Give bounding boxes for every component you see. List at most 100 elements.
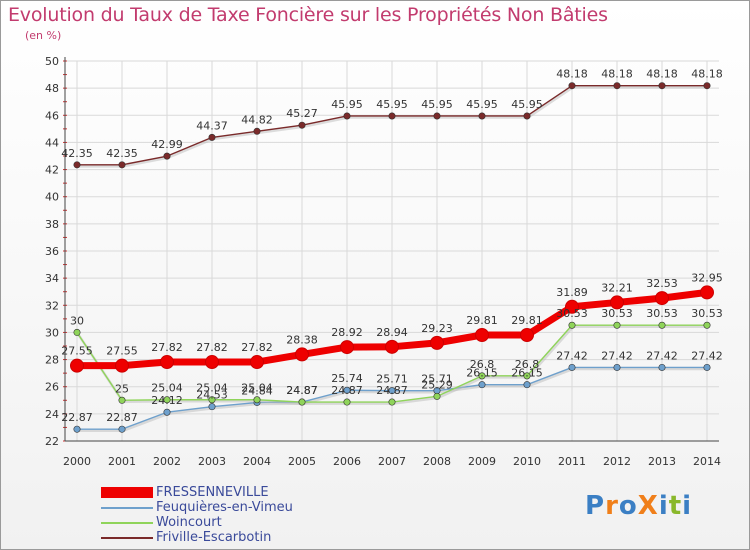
y-tick-label: 30 xyxy=(45,326,59,339)
legend-label: Feuquières-en-Vimeu xyxy=(156,500,293,515)
x-tick-label: 2001 xyxy=(108,455,136,468)
data-label: 44.37 xyxy=(196,119,228,132)
data-point xyxy=(388,112,396,120)
data-label: 24.87 xyxy=(331,384,363,397)
data-point xyxy=(388,387,396,395)
legend-label: FRESSENNEVILLE xyxy=(156,485,269,500)
x-tick-label: 2007 xyxy=(378,455,406,468)
data-point xyxy=(658,363,666,371)
logo-letter: P xyxy=(585,491,606,521)
data-label: 48.18 xyxy=(601,68,633,81)
data-point xyxy=(523,112,531,120)
logo-letter: X xyxy=(637,491,659,521)
x-tick-label: 2006 xyxy=(333,455,361,468)
legend-swatch xyxy=(101,487,153,498)
data-label: 45.95 xyxy=(466,98,498,111)
chart-subtitle: (en %) xyxy=(25,29,62,42)
data-point xyxy=(253,127,261,135)
data-label: 45.95 xyxy=(376,98,408,111)
data-label: 24.87 xyxy=(286,384,318,397)
data-label: 44.82 xyxy=(241,113,273,126)
data-label: 25.74 xyxy=(331,372,363,385)
y-tick-label: 44 xyxy=(45,136,59,149)
data-label: 25.04 xyxy=(241,382,273,395)
logo-letter: i xyxy=(658,491,669,521)
data-point xyxy=(475,328,489,343)
data-label: 32.53 xyxy=(646,277,678,290)
data-label: 42.35 xyxy=(61,147,93,160)
data-label: 27.42 xyxy=(601,349,633,362)
data-point xyxy=(700,285,714,300)
y-tick-label: 50 xyxy=(45,55,59,68)
data-point xyxy=(523,381,531,389)
logo-letter: i xyxy=(682,491,693,521)
data-label: 25 xyxy=(115,382,129,395)
data-point xyxy=(250,355,264,370)
data-point xyxy=(613,82,621,90)
data-label: 24.84 xyxy=(241,384,273,397)
data-point xyxy=(613,321,621,329)
series-lines xyxy=(70,82,714,433)
x-tick-label: 2005 xyxy=(288,455,316,468)
data-label: 27.42 xyxy=(556,349,588,362)
data-point xyxy=(655,291,669,306)
data-point xyxy=(115,358,129,373)
data-point xyxy=(343,386,351,394)
data-point xyxy=(385,339,399,354)
data-label: 30 xyxy=(70,314,84,327)
data-label: 32.21 xyxy=(601,281,633,294)
data-label: 24.87 xyxy=(376,384,408,397)
data-label: 28.38 xyxy=(286,333,318,346)
data-label: 25.29 xyxy=(421,378,453,391)
data-point xyxy=(298,398,306,406)
logo-letter: r xyxy=(605,491,619,521)
x-tick-label: 2000 xyxy=(63,455,91,468)
y-tick-label: 26 xyxy=(45,381,59,394)
data-label: 30.53 xyxy=(556,307,588,320)
data-point xyxy=(163,408,171,416)
data-label: 45.95 xyxy=(421,98,453,111)
x-tick-label: 2013 xyxy=(648,455,676,468)
data-label: 27.55 xyxy=(61,345,93,358)
grid-lines xyxy=(65,60,719,442)
y-tick-label: 46 xyxy=(45,109,59,122)
data-label: 48.18 xyxy=(646,68,678,81)
data-point xyxy=(298,121,306,129)
data-point xyxy=(433,392,441,400)
data-label: 27.55 xyxy=(106,345,138,358)
y-tick-label: 22 xyxy=(45,435,59,448)
legend-label: Woincourt xyxy=(156,515,222,530)
data-point xyxy=(295,347,309,362)
data-point xyxy=(658,82,666,90)
data-point xyxy=(73,161,81,169)
data-label: 26.15 xyxy=(511,367,543,380)
x-tick-label: 2012 xyxy=(603,455,631,468)
data-label: 29.81 xyxy=(466,314,498,327)
data-point xyxy=(703,321,711,329)
y-tick-label: 36 xyxy=(45,245,59,258)
data-label: 42.99 xyxy=(151,138,183,151)
data-label: 29.23 xyxy=(421,322,453,335)
data-point xyxy=(478,381,486,389)
x-tick-label: 2004 xyxy=(243,455,271,468)
data-label: 27.42 xyxy=(691,349,723,362)
data-point xyxy=(613,363,621,371)
data-label: 30.53 xyxy=(601,307,633,320)
data-point xyxy=(433,112,441,120)
data-label: 25.04 xyxy=(151,382,183,395)
logo-letter: t xyxy=(668,491,683,521)
x-tick-label: 2003 xyxy=(198,455,226,468)
data-point xyxy=(568,321,576,329)
data-point xyxy=(478,112,486,120)
data-point xyxy=(118,425,126,433)
data-label: 26.15 xyxy=(466,367,498,380)
data-point xyxy=(208,133,216,141)
y-tick-label: 48 xyxy=(45,82,59,95)
legend-label: Friville-Escarbotin xyxy=(156,530,272,545)
data-label: 48.18 xyxy=(691,68,723,81)
data-label: 25.71 xyxy=(421,373,453,386)
data-label: 32.95 xyxy=(691,271,723,284)
data-point xyxy=(610,295,624,310)
data-label: 48.18 xyxy=(556,68,588,81)
data-point xyxy=(520,328,534,343)
